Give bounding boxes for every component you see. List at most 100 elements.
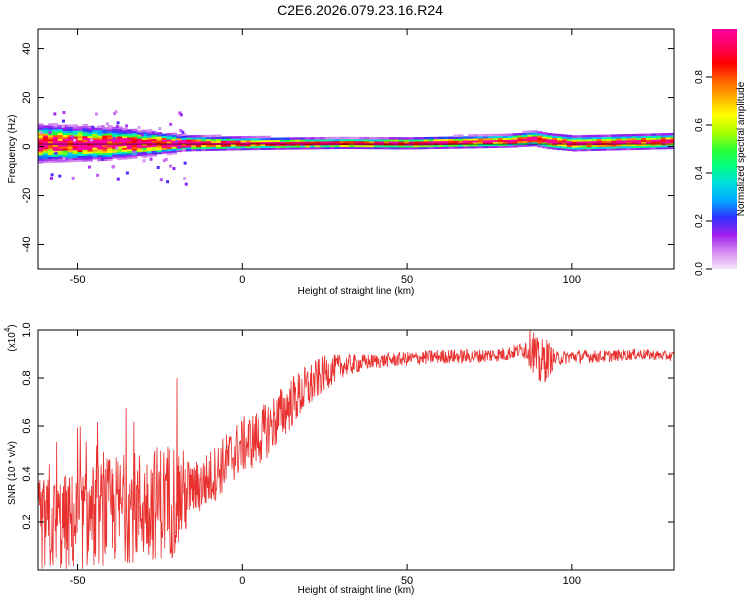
spectrogram-cell: [270, 143, 276, 146]
spectrogram-cell: [47, 123, 54, 126]
spectrogram-cell: [82, 135, 88, 139]
spectrogram-cell: [112, 144, 118, 147]
spectrogram-cell: [324, 136, 331, 140]
spectrogram-cell: [408, 141, 415, 144]
spectrogram-cell: [324, 146, 331, 150]
spectrogram-cell: [61, 119, 65, 123]
spectrogram-cell: [117, 136, 123, 139]
spectrogram-cell: [72, 145, 79, 149]
spectrogram-cell: [67, 126, 74, 129]
spectrogram-cell: [299, 141, 306, 144]
spectrogram-cell: [299, 145, 306, 148]
spectrogram-cell: [537, 131, 543, 134]
spectrogram-cell: [359, 136, 365, 140]
spectrogram-cell: [131, 140, 138, 143]
spectrogram-cell: [131, 128, 138, 132]
spectrogram-cell: [364, 138, 370, 142]
spectrogram-cell: [112, 134, 118, 138]
spectrogram-cell: [275, 139, 281, 142]
spectrogram-cell: [463, 140, 469, 143]
spectrogram-cell: [616, 140, 622, 143]
spectrogram-cell: [655, 145, 662, 148]
spectrogram-cell: [641, 135, 647, 139]
spectrogram-cell: [161, 151, 168, 154]
spectrogram-cell: [636, 133, 642, 137]
spectrogram-cell: [571, 135, 578, 138]
spectrogram-cell: [82, 159, 88, 162]
spectrogram-cell: [42, 133, 49, 136]
spectrogram-cell: [255, 137, 261, 141]
spectrogram-cell: [186, 145, 192, 148]
spectrogram-cell: [601, 140, 607, 143]
spectrogram-cell: [364, 140, 370, 144]
spectrogram-cell: [339, 144, 345, 148]
spectrogram-cell: [596, 142, 602, 145]
spectrogram-cell: [645, 145, 652, 148]
spectrogram-cell: [280, 141, 286, 144]
spectrogram-cell: [211, 134, 217, 138]
spectrogram-cell: [77, 128, 83, 131]
spectrogram-cell: [561, 140, 568, 143]
spectrogram-cell: [354, 146, 360, 150]
spectrogram-cell: [52, 158, 59, 161]
spectrogram-cell: [477, 139, 484, 143]
spectrogram-cell: [339, 146, 345, 150]
spectrogram-cell: [61, 124, 65, 128]
spectrogram-cell: [626, 139, 632, 143]
spectrogram-cell: [52, 128, 59, 132]
spectrogram-cell: [82, 133, 88, 137]
spectrogram-cell: [112, 128, 118, 132]
spectrogram-cell: [220, 138, 227, 141]
spectrogram-cell: [606, 134, 612, 137]
spectrogram-cell: [235, 142, 242, 145]
spectrogram-cell: [57, 128, 64, 132]
spectrogram-cell: [136, 138, 143, 141]
spectrogram-cell: [92, 135, 98, 138]
spectrogram-cell: [92, 129, 98, 132]
spectrogram-cell: [151, 152, 158, 155]
spectrogram-cell: [636, 141, 642, 145]
spectrogram-cell: [156, 149, 163, 153]
spectrogram-cell: [67, 144, 74, 147]
spectrogram-cell: [379, 137, 385, 140]
spectrogram-cell: [477, 134, 484, 137]
spectrogram-cell: [92, 139, 98, 142]
spectrogram-cell: [482, 141, 489, 145]
spectrogram-cell: [631, 137, 637, 141]
spectrogram-cell: [374, 144, 380, 148]
spectrogram-cell: [557, 135, 563, 139]
spectrogram-cell: [87, 145, 93, 148]
spectrogram-cell: [571, 149, 578, 152]
spectrogram-cell: [596, 140, 602, 144]
spectrogram-cell: [512, 137, 518, 140]
spectrogram-cell: [299, 137, 306, 140]
spectrogram-cell: [62, 144, 69, 147]
spectrogram-cell: [156, 138, 163, 141]
spectrogram-cell: [611, 148, 617, 151]
spectrogram-cell: [131, 142, 138, 145]
spectrogram-cell: [230, 146, 237, 149]
spectrogram-cell: [458, 134, 464, 137]
spectrogram-cell: [502, 139, 509, 142]
spectrogram-cell: [631, 135, 637, 139]
spectrogram-cell: [512, 133, 518, 136]
spectrogram-cell: [433, 144, 439, 148]
spectrogram-x-tick-label: 50: [401, 274, 413, 286]
spectrogram-cell: [112, 142, 118, 145]
spectrogram-cell: [329, 140, 336, 144]
spectrogram-cell: [186, 146, 192, 150]
spectrogram-cell: [87, 143, 93, 146]
spectrogram-cell: [42, 152, 49, 156]
svg-text:(x104): (x104): [3, 324, 18, 351]
snr-multiplier-exponent: 4: [3, 327, 12, 332]
spectrogram-cell: [92, 131, 98, 134]
spectrogram-cell: [304, 139, 311, 142]
spectrogram-cell: [47, 138, 54, 142]
spectrogram-cell: [50, 173, 54, 177]
spectrogram-cell: [97, 131, 103, 134]
spectrogram-cell: [492, 137, 499, 141]
spectrogram-cell: [571, 137, 578, 140]
snr-y-tick-label: 0.2: [21, 514, 33, 529]
spectrogram-cell: [191, 146, 197, 150]
spectrogram-cell: [290, 147, 296, 150]
